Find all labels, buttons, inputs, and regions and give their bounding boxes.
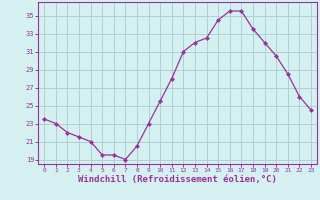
X-axis label: Windchill (Refroidissement éolien,°C): Windchill (Refroidissement éolien,°C)	[78, 175, 277, 184]
